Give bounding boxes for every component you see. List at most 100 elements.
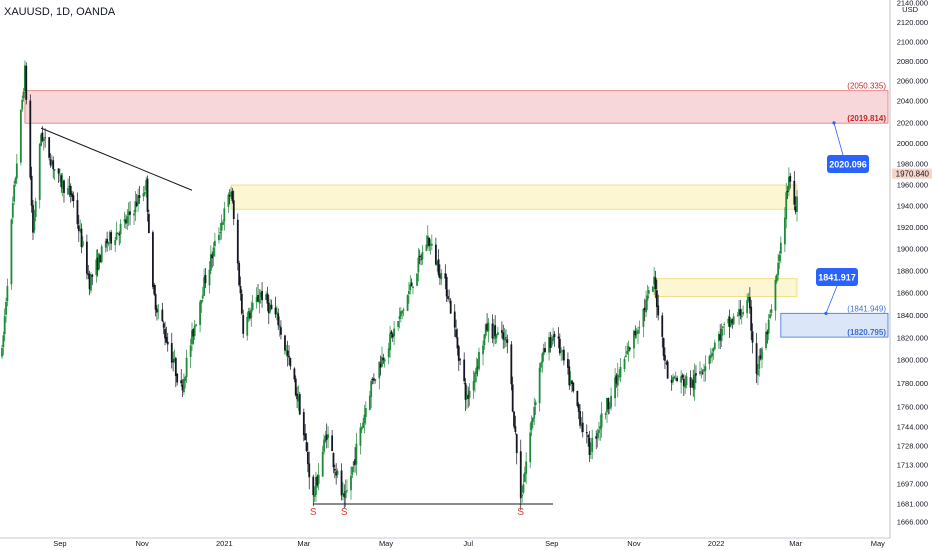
candle [653, 267, 656, 295]
candle [534, 399, 537, 416]
candle-body [125, 219, 127, 224]
candle [732, 313, 735, 325]
candle [740, 308, 743, 325]
candle-body [568, 366, 571, 386]
candle [11, 196, 14, 224]
candle [79, 219, 82, 233]
candle [335, 463, 338, 485]
candle [720, 323, 723, 348]
candle-body [410, 282, 413, 287]
demand-zone-bottom-label: (1820.795) [847, 328, 886, 337]
candle [690, 378, 693, 388]
candle-body [238, 263, 241, 286]
candle [420, 254, 422, 266]
candle [133, 209, 135, 225]
candle-body [390, 331, 393, 334]
candle [627, 340, 630, 362]
candle [472, 370, 475, 399]
callout-box [816, 268, 858, 286]
candle [351, 466, 354, 479]
candle [693, 363, 696, 401]
candle [50, 154, 53, 167]
candle-body [456, 337, 459, 349]
candle-body [165, 336, 168, 343]
y-tick-label: 2040.000 [897, 97, 928, 106]
candle-body [289, 358, 292, 367]
candle [116, 232, 119, 234]
candle [704, 355, 707, 382]
candle-body [19, 109, 22, 163]
candle [692, 369, 695, 397]
candle-body [684, 383, 687, 388]
candle-body [447, 296, 449, 299]
candle-body [567, 359, 569, 368]
candle [723, 322, 726, 336]
candle-body [767, 319, 770, 334]
candle-body [15, 163, 18, 179]
candle [378, 361, 381, 390]
candle [700, 367, 703, 379]
candle-body [596, 433, 599, 438]
candle-body [1, 348, 3, 357]
candle [412, 286, 414, 295]
candle [448, 289, 451, 304]
candle [77, 214, 80, 242]
candle-body [681, 375, 684, 378]
candle [623, 356, 626, 373]
candle-body [676, 377, 678, 381]
candle-body [257, 294, 259, 302]
candle [595, 430, 598, 450]
candle-body [587, 435, 590, 438]
candle-body [278, 325, 281, 328]
candle [222, 219, 224, 226]
candle-body [228, 194, 231, 197]
candle-body [209, 254, 212, 271]
candle-body [690, 378, 693, 387]
candle-body [742, 312, 745, 315]
candle [284, 334, 286, 355]
candle-body [219, 232, 222, 234]
candle-body [114, 239, 117, 245]
candle-body [525, 461, 528, 474]
candle-body [24, 65, 26, 92]
candle [614, 368, 616, 407]
candle-body [96, 257, 99, 271]
candle [626, 342, 629, 355]
candle-body [476, 366, 479, 368]
candle-body [399, 311, 402, 317]
candle-body [312, 476, 315, 496]
candle [751, 323, 754, 354]
candle-body [33, 217, 36, 231]
candle [364, 401, 367, 425]
candle-body [259, 292, 262, 298]
candle-body [203, 277, 206, 296]
candle [390, 329, 393, 339]
candle [249, 307, 251, 321]
candle [166, 332, 169, 352]
candle [382, 353, 385, 365]
y-tick-label: 2100.000 [897, 38, 928, 47]
candle [786, 185, 789, 200]
candle-body [156, 308, 158, 313]
candle [110, 229, 113, 251]
candle-body [642, 308, 645, 327]
candle [789, 172, 792, 189]
candle [15, 153, 18, 185]
candle [52, 156, 55, 179]
candle-body [598, 429, 600, 434]
candle [531, 417, 534, 429]
candle [674, 371, 677, 381]
candle [200, 300, 203, 313]
candle-body [482, 345, 484, 355]
candle [296, 386, 298, 409]
time-axis-background [0, 538, 932, 550]
candle-body [560, 351, 563, 353]
candle-body [448, 298, 451, 300]
candle [482, 340, 484, 366]
candle [576, 390, 579, 408]
candle [324, 430, 327, 444]
candle-body [344, 490, 347, 499]
candle-body [747, 297, 750, 301]
candle [680, 370, 683, 394]
